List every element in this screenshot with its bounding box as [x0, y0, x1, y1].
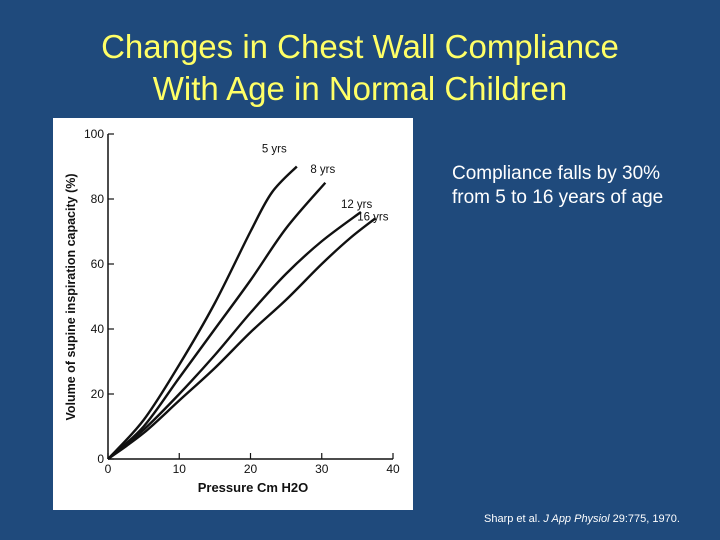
series-label: 12 yrs — [341, 199, 373, 211]
series-line-8-yrs — [107, 181, 327, 460]
title-line-1: Changes in Chest Wall Compliance — [101, 28, 619, 65]
series-line-16-yrs — [107, 217, 376, 460]
title-line-2: With Age in Normal Children — [152, 70, 568, 107]
slide-title: Changes in Chest Wall Compliance With Ag… — [0, 26, 720, 110]
series-line-12-yrs — [107, 211, 362, 460]
y-tick-label: 100 — [84, 127, 104, 141]
compliance-chart: 0 20 40 60 80 100 0 10 20 30 40 5 yrs 8 yrs 12 yrs16… — [64, 127, 400, 495]
series-line-5-yrs — [107, 165, 298, 460]
series-label: 16 yrs — [357, 212, 389, 224]
y-tick-label: 20 — [91, 387, 105, 401]
x-axis-title: Pressure Cm H2O — [198, 480, 309, 495]
citation-details: 29:775, 1970. — [612, 513, 680, 525]
x-tick-label: 10 — [173, 462, 187, 476]
y-tick-label: 80 — [91, 192, 105, 206]
y-tick-label: 60 — [91, 257, 105, 271]
x-tick-label: 0 — [105, 462, 112, 476]
compliance-note: Compliance falls by 30% from 5 to 16 yea… — [452, 163, 664, 208]
x-tick-label: 20 — [244, 462, 258, 476]
y-axis-title: Volume of supine inspiration capacity (%… — [64, 173, 78, 420]
x-tick-label: 40 — [386, 462, 400, 476]
series-label: 5 yrs — [262, 144, 287, 156]
axis-ticks: 0 20 40 60 80 100 0 10 20 30 40 — [84, 127, 400, 476]
series-label: 8 yrs — [310, 164, 335, 176]
y-tick-label: 0 — [97, 452, 104, 466]
citation-journal: J App Physiol — [543, 513, 610, 525]
citation-authors: Sharp et al. — [484, 513, 541, 525]
citation: Sharp et al. J App Physiol 29:775, 1970. — [484, 513, 714, 525]
x-tick-label: 30 — [315, 462, 329, 476]
y-tick-label: 40 — [91, 322, 105, 336]
series-lines — [107, 165, 376, 460]
chart-figure: 0 20 40 60 80 100 0 10 20 30 40 5 yrs 8 yrs 12 yrs 16… — [53, 118, 413, 510]
